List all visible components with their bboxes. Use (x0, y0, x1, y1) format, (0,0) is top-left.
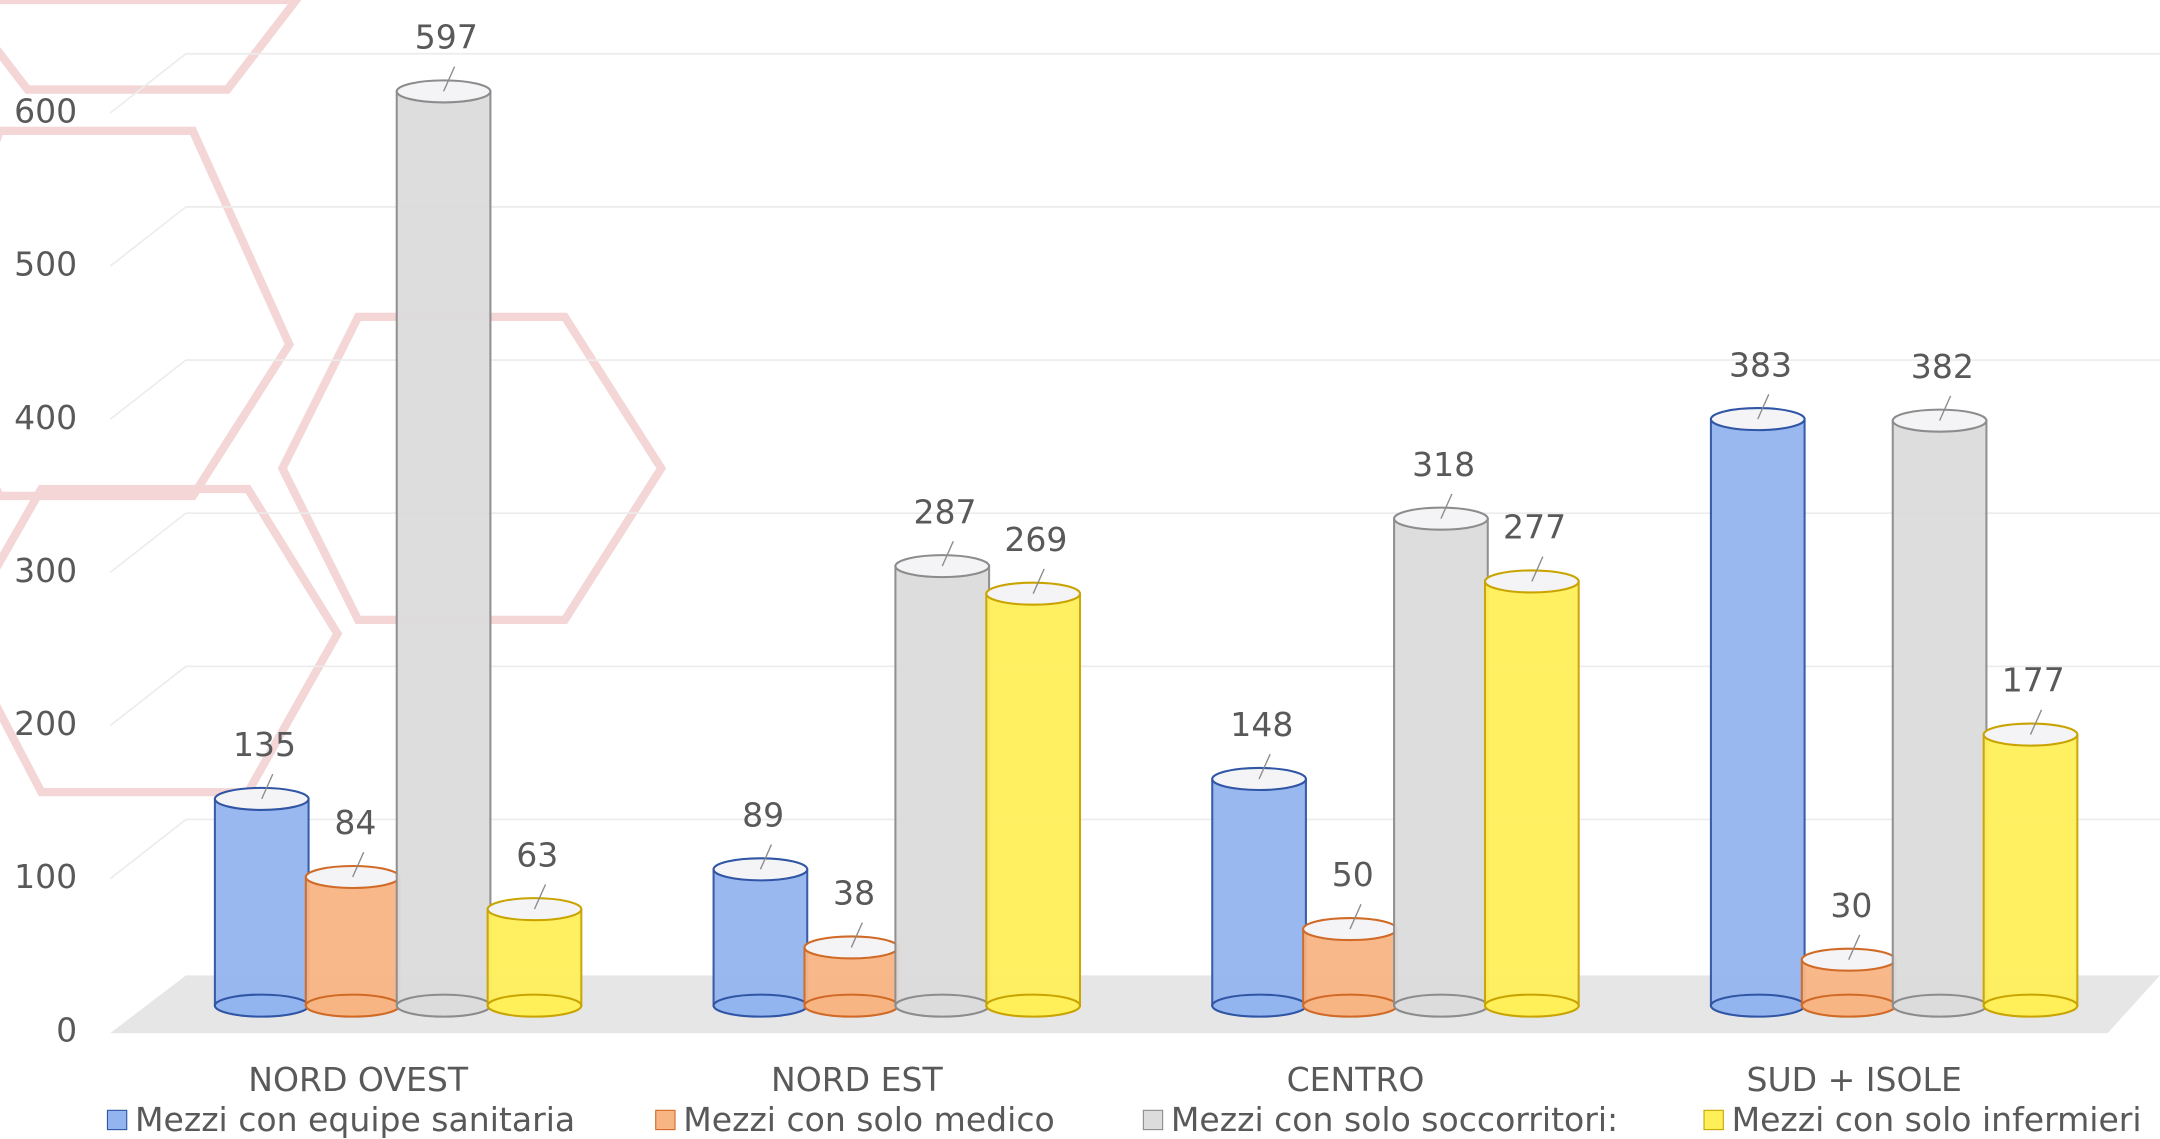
cylinder-base (1982, 993, 2079, 1018)
label-leader (759, 844, 773, 870)
label-leader (1757, 394, 1770, 420)
y-tick-label: 500 (14, 245, 77, 284)
cylinder-body (304, 875, 401, 1007)
label-leader (352, 851, 365, 878)
cylinder-body (1483, 580, 1580, 1007)
data-label: 318 (1412, 445, 1475, 484)
cylinder-base (486, 993, 583, 1018)
label-leader (850, 922, 863, 948)
x-tick-label: NORD OVEST (248, 1060, 469, 1099)
cylinder-top (213, 786, 310, 811)
floor (110, 975, 2160, 1034)
cylinder-base (712, 993, 809, 1018)
label-leader (2029, 709, 2043, 735)
x-tick-label: CENTRO (1287, 1060, 1425, 1099)
cylinder-body (486, 908, 583, 1007)
data-label: 277 (1503, 508, 1566, 547)
grid-line (109, 206, 187, 267)
cylinder-base (1483, 993, 1580, 1018)
y-tick-label: 0 (56, 1010, 77, 1049)
cylinder-top (1982, 722, 2079, 747)
label-leader (1032, 568, 1045, 594)
cylinder-base (803, 993, 900, 1018)
cylinder-body (712, 868, 809, 1007)
legend-swatch (1142, 1109, 1164, 1131)
cylinder-body (894, 565, 991, 1007)
cylinder-body (1709, 418, 1806, 1007)
data-label: 148 (1230, 705, 1293, 744)
cylinder-body (1211, 777, 1307, 1007)
grid-line (109, 512, 187, 574)
legend-swatch (1703, 1109, 1724, 1131)
data-label: 269 (1004, 520, 1067, 559)
data-label: 84 (334, 803, 376, 842)
y-tick-label: 300 (14, 551, 77, 590)
cylinder-body (1982, 733, 2079, 1007)
cylinder-base (1393, 993, 1489, 1018)
cylinder-base (894, 993, 991, 1018)
legend-swatch (106, 1109, 128, 1131)
legend-label: Mezzi con solo medico (683, 1100, 1054, 1139)
grid-line (109, 818, 187, 880)
cylinder-base (1800, 993, 1897, 1018)
cylinder-body (395, 90, 492, 1007)
label-leader (1349, 903, 1362, 930)
data-label: 287 (913, 492, 976, 531)
data-label: 382 (1911, 347, 1974, 386)
y-tick-label: 200 (14, 704, 77, 743)
background-hexagons (0, 0, 667, 797)
label-leader (261, 773, 274, 800)
cylinder-body (213, 797, 310, 1007)
x-tick-label: NORD EST (771, 1060, 944, 1099)
cylinder-top (985, 581, 1082, 606)
y-tick-label: 400 (14, 398, 77, 437)
x-tick-label: SUD + ISOLE (1747, 1060, 1962, 1099)
label-leader (1440, 493, 1453, 519)
data-label: 50 (1332, 855, 1374, 894)
label-leader (941, 541, 954, 567)
cylinder-base (985, 993, 1082, 1018)
cylinder-top (894, 554, 991, 579)
cylinder-body (1891, 419, 1988, 1007)
data-label: 597 (415, 18, 478, 57)
cylinder-body (1393, 517, 1489, 1007)
data-label: 63 (516, 835, 558, 874)
cylinder-body (985, 592, 1082, 1007)
grid-line (109, 665, 187, 727)
label-leader (1938, 395, 1952, 421)
label-leader (533, 884, 547, 910)
data-label: 177 (2002, 661, 2065, 700)
legend-label: Mezzi con equipe sanitaria (135, 1100, 575, 1139)
cylinder-base (213, 993, 310, 1018)
label-leader (442, 66, 456, 92)
cylinder-base (1211, 993, 1307, 1018)
cylinder-base (304, 993, 401, 1018)
y-tick-label: 100 (14, 857, 77, 896)
data-label: 30 (1830, 886, 1872, 925)
cylinder-base (1302, 993, 1398, 1018)
legend-label: Mezzi con solo infermieri (1732, 1100, 2142, 1139)
data-label: 38 (833, 874, 875, 913)
cylinder-base (1709, 993, 1806, 1018)
y-tick-label: 600 (14, 91, 77, 130)
cylinder-base (1891, 993, 1988, 1018)
cylinder-base (395, 993, 492, 1018)
grid-line (109, 53, 187, 114)
grid-line (109, 359, 187, 420)
cylinder-top (1211, 766, 1307, 792)
label-leader (1848, 934, 1861, 960)
legend-swatch (655, 1109, 676, 1131)
label-leader (1258, 753, 1271, 780)
data-label: 135 (233, 725, 296, 764)
legend-label: Mezzi con solo soccorritori: (1171, 1100, 1618, 1139)
label-leader (1531, 556, 1544, 582)
legend: Mezzi con equipe sanitaria Mezzi con solo… (106, 1100, 2142, 1139)
data-label: 383 (1729, 345, 1792, 384)
cylinder-top (1483, 569, 1580, 594)
data-label: 89 (742, 795, 784, 834)
